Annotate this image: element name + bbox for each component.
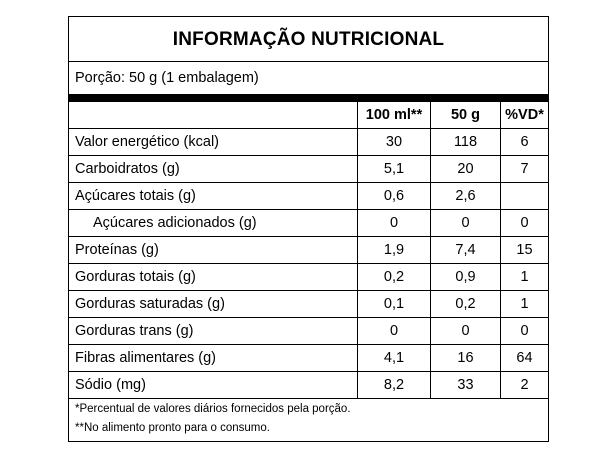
table-header-row: 100 ml** 50 g %VD* [69,102,548,129]
table-row: Valor energético (kcal) 30 118 6 [69,128,548,156]
nutrient-label: Fibras alimentares (g) [69,344,358,372]
footnote-ready-to-eat: **No alimento pronto para o consumo. [75,422,270,434]
table-row: Gorduras totais (g) 0,2 0,9 1 [69,263,548,291]
per-100ml-value: 0,2 [357,263,431,291]
daily-value: 0 [500,209,548,237]
daily-value: 0 [500,317,548,345]
per-100ml-value: 0 [357,317,431,345]
per-portion-value: 0,9 [430,263,501,291]
nutrient-label: Açúcares totais (g) [69,182,358,210]
per-portion-value: 0 [430,209,501,237]
daily-value: 1 [500,263,548,291]
per-portion-value: 0 [430,317,501,345]
daily-value: 7 [500,155,548,183]
per-portion-value: 16 [430,344,501,372]
nutrition-table: 100 ml** 50 g %VD* Valor energético (kca… [69,102,548,399]
per-100ml-value: 0,1 [357,290,431,318]
daily-value [500,182,548,210]
per-portion-value: 20 [430,155,501,183]
per-100ml-value: 0 [357,209,431,237]
per-100ml-value: 4,1 [357,344,431,372]
nutrient-label: Sódio (mg) [69,371,358,399]
nutrient-label: Açúcares adicionados (g) [69,209,358,237]
nutrient-label: Gorduras totais (g) [69,263,358,291]
portion-size: Porção: 50 g (1 embalagem) [75,70,259,86]
per-100ml-value: 5,1 [357,155,431,183]
table-row: Sódio (mg) 8,2 33 2 [69,371,548,399]
header-per-portion: 50 g [430,102,501,129]
nutrient-label: Gorduras trans (g) [69,317,358,345]
table-row: Carboidratos (g) 5,1 20 7 [69,155,548,183]
per-100ml-value: 8,2 [357,371,431,399]
header-per-100ml: 100 ml** [357,102,431,129]
daily-value: 15 [500,236,548,264]
daily-value: 64 [500,344,548,372]
nutrition-facts-panel: INFORMAÇÃO NUTRICIONAL Porção: 50 g (1 e… [68,16,549,442]
per-100ml-value: 1,9 [357,236,431,264]
per-portion-value: 2,6 [430,182,501,210]
per-100ml-value: 0,6 [357,182,431,210]
table-row: Açúcares totais (g) 0,6 2,6 [69,182,548,210]
daily-value: 6 [500,128,548,156]
header-nutrient [69,102,358,129]
table-row: Proteínas (g) 1,9 7,4 15 [69,236,548,264]
panel-title: INFORMAÇÃO NUTRICIONAL [172,29,445,50]
daily-value: 1 [500,290,548,318]
per-portion-value: 0,2 [430,290,501,318]
title-divider [69,61,548,62]
table-row: Gorduras saturadas (g) 0,1 0,2 1 [69,290,548,318]
per-portion-value: 7,4 [430,236,501,264]
nutrient-label: Valor energético (kcal) [69,128,358,156]
per-portion-value: 33 [430,371,501,399]
table-row: Fibras alimentares (g) 4,1 16 64 [69,344,548,372]
nutrient-label: Gorduras saturadas (g) [69,290,358,318]
nutrient-label: Proteínas (g) [69,236,358,264]
per-100ml-value: 30 [357,128,431,156]
table-row: Açúcares adicionados (g) 0 0 0 [69,209,548,237]
footnote-daily-value: *Percentual de valores diários fornecido… [75,403,351,415]
nutrient-label: Carboidratos (g) [69,155,358,183]
per-portion-value: 118 [430,128,501,156]
header-daily-value: %VD* [500,102,548,129]
table-row: Gorduras trans (g) 0 0 0 [69,317,548,345]
thick-divider [69,94,548,102]
daily-value: 2 [500,371,548,399]
